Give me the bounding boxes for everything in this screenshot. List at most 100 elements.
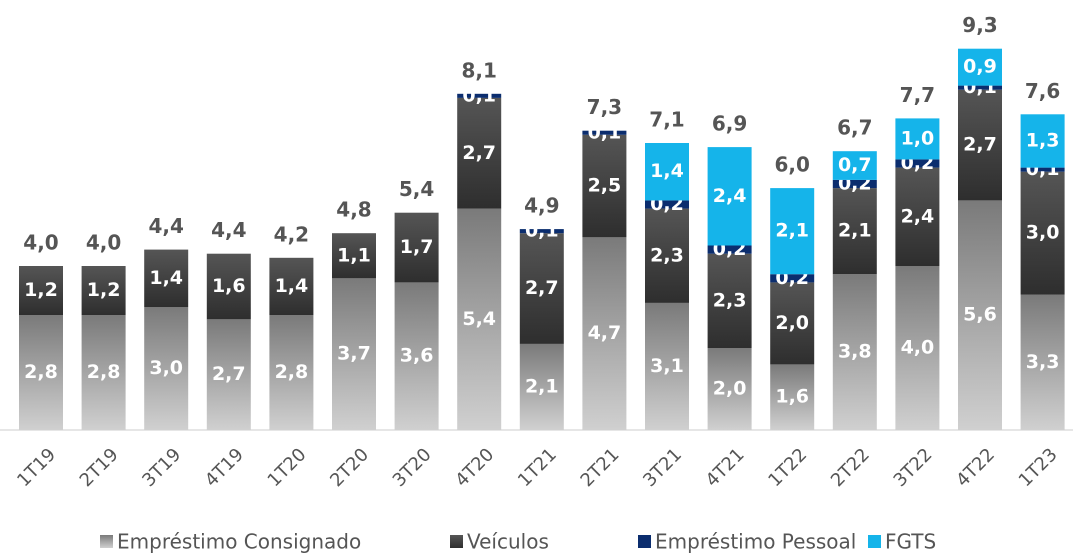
bar-segment [519,229,564,234]
x-tick-label: 3T19 [138,444,185,491]
bar-segment [832,274,877,430]
bar-segment [582,134,627,238]
value-label: 2,8 [275,361,309,383]
total-label: 6,7 [837,116,872,140]
bar-segment [1020,294,1065,430]
bar-segment [332,278,376,430]
bar-segment [394,212,439,283]
value-label: 1,0 [901,127,935,149]
bar-segment [895,167,940,266]
x-tick-label: 1T19 [13,444,60,491]
bar-segment [895,266,940,430]
bar-segment [1020,171,1065,295]
bar-segment [832,151,877,180]
bar-segment [269,315,314,430]
value-label: 1,7 [400,236,434,258]
x-tick-label: 3T22 [890,444,937,491]
value-label: 0,1 [462,84,496,106]
bar-segment [707,245,752,254]
total-label: 4,0 [86,231,121,255]
x-tick-label: 4T21 [702,444,749,491]
bar-segment [519,233,564,344]
legend-swatch [868,535,881,548]
total-label: 4,8 [336,198,371,222]
bar-segment [457,208,502,430]
bar-segment [394,282,439,430]
value-label: 1,2 [24,279,58,301]
value-label: 2,1 [838,220,872,242]
value-label: 2,7 [963,134,997,156]
value-label: 1,4 [650,160,684,182]
total-label: 4,4 [211,218,246,242]
value-label: 2,0 [713,378,747,400]
bar-segment [958,85,1002,90]
value-label: 3,7 [337,343,371,365]
total-label: 7,1 [649,108,684,132]
x-tick-label: 1T20 [264,444,311,491]
value-label: 1,2 [87,279,121,301]
total-label: 8,1 [461,58,496,82]
bar-segment [81,266,126,316]
value-label: 0,9 [963,56,997,78]
x-tick-label: 3T20 [389,444,436,491]
legend-label: FGTS [885,530,936,554]
bar-segment [645,302,689,430]
legend-swatch [100,535,113,548]
value-label: 2,1 [525,375,559,397]
total-label: 6,0 [774,153,809,177]
legend-label: Empréstimo Pessoal [655,530,856,554]
value-label: 1,6 [212,275,246,297]
legend-swatch [450,535,463,548]
x-tick-label: 1T22 [764,444,811,491]
bar-segment [770,282,815,365]
legend-swatch [638,535,651,548]
bar-segment [832,179,877,189]
bar-segment [19,266,63,316]
bar-segment [519,343,564,430]
bar-segment [457,93,502,98]
bar-segment [832,188,877,275]
bar-segment [895,159,940,168]
bar-segment [770,364,815,430]
total-label: 5,4 [399,177,434,201]
x-tick-label: 2T21 [577,444,624,491]
x-tick-label: 2T20 [326,444,373,491]
bar-segment [206,319,251,430]
bar-segment [770,188,815,275]
total-label: 7,7 [900,83,935,107]
bar-segment [707,253,752,348]
total-label: 9,3 [962,13,997,37]
value-label: 2,8 [87,361,121,383]
value-label: 3,3 [1026,351,1060,373]
x-tick-label: 1T21 [514,444,561,491]
bar-segment [770,274,815,283]
value-label: 0,1 [588,121,622,143]
bar-segment [457,97,502,209]
x-tick-label: 2T19 [76,444,123,491]
bar-segment [144,307,189,430]
bar-segment [144,249,189,307]
value-label: 1,4 [149,267,183,289]
value-label: 2,4 [713,185,747,207]
value-label: 3,0 [1026,222,1060,244]
legend-label: Veículos [467,530,549,554]
value-label: 2,1 [775,220,809,242]
total-label: 7,3 [587,95,622,119]
value-label: 3,0 [149,357,183,379]
total-label: 4,4 [148,214,183,238]
total-label: 4,9 [524,194,559,218]
bar-segment [645,200,689,209]
bar-segment [895,118,940,160]
value-label: 1,4 [275,275,309,297]
bar-segment [958,89,1002,201]
value-label: 5,4 [462,308,496,330]
x-tick-label: 4T19 [201,444,248,491]
value-label: 0,1 [525,220,559,242]
total-label: 7,6 [1025,79,1060,103]
bar-segment [958,48,1002,86]
bar-segment [645,208,689,303]
value-label: 1,3 [1026,129,1060,151]
x-tick-label: 1T23 [1015,444,1062,491]
bar-segment [707,147,752,246]
